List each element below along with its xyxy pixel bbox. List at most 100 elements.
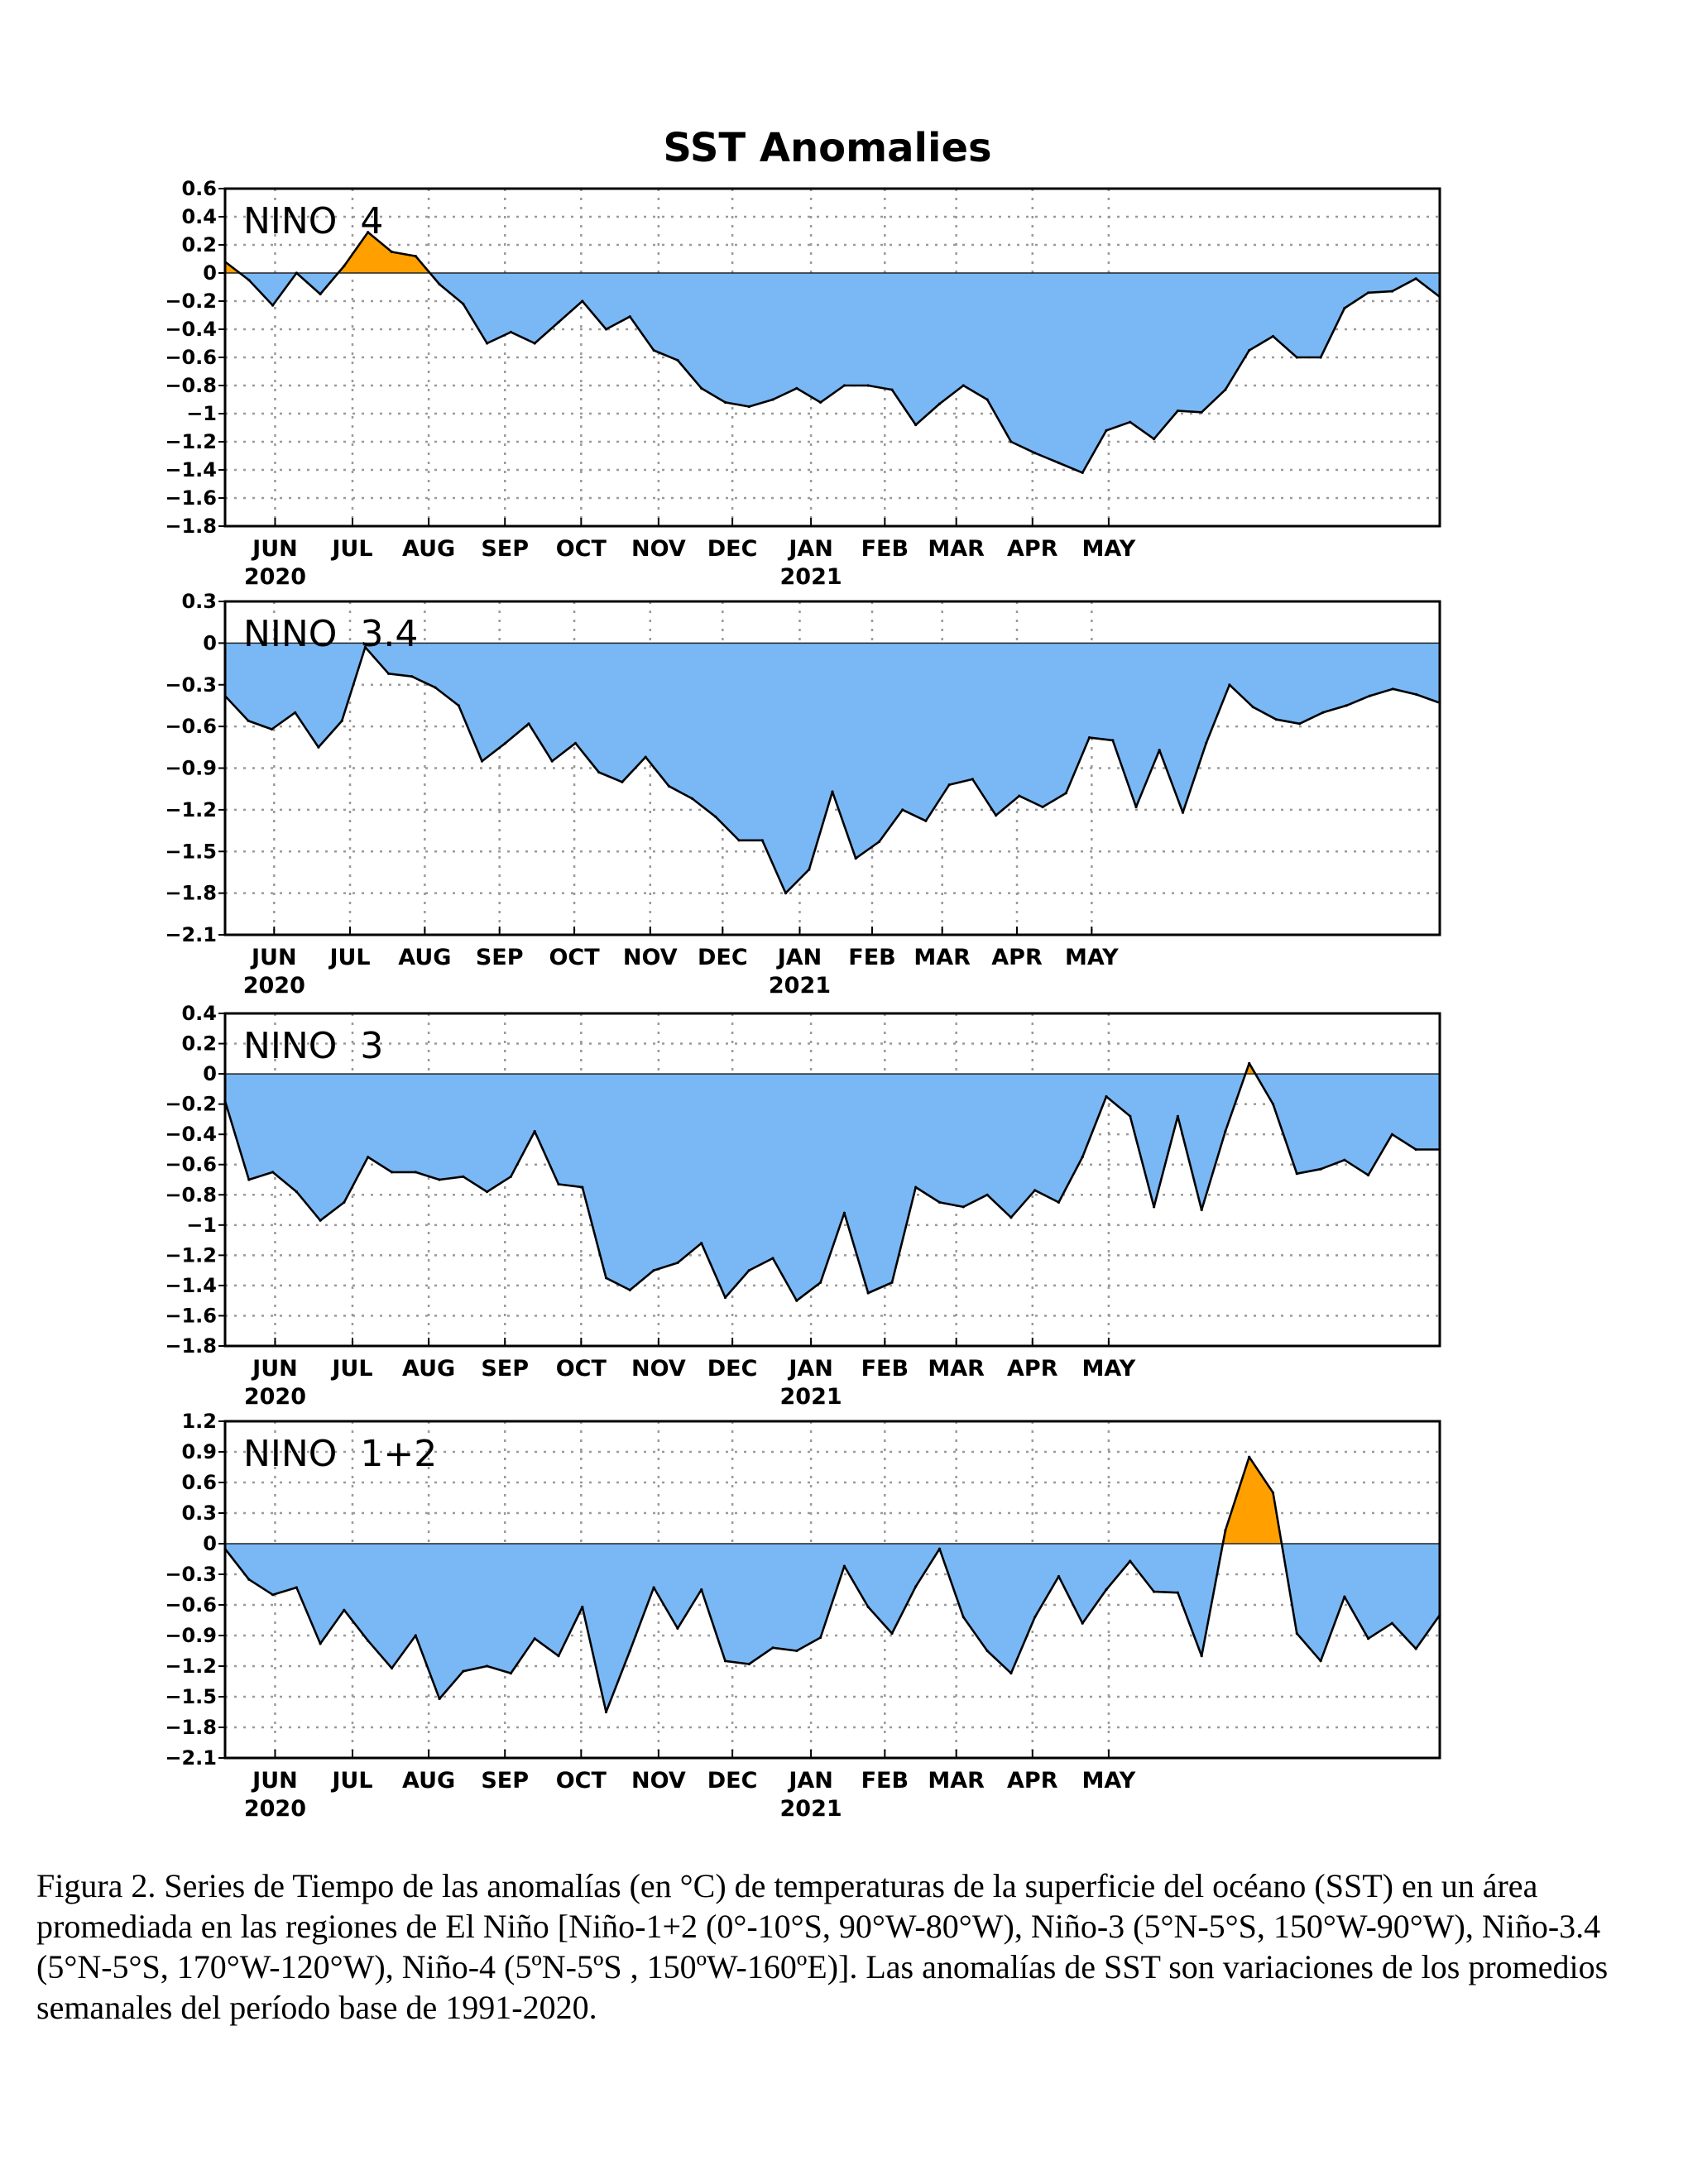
data-point (747, 405, 750, 409)
data-point (1390, 1621, 1393, 1625)
y-tick-label: −1.2 (165, 798, 217, 821)
anomaly-series-line (225, 1455, 1440, 1713)
x-tick-label: MAR (928, 1356, 985, 1382)
data-point (628, 1288, 631, 1291)
data-point (877, 840, 881, 844)
data-point (509, 1175, 513, 1178)
data-point (700, 1242, 703, 1245)
data-point (557, 1182, 560, 1186)
data-point (914, 1585, 918, 1588)
data-point (866, 1605, 870, 1609)
data-point (1081, 471, 1084, 475)
y-tick-label: 0.3 (181, 1502, 217, 1525)
data-point (343, 264, 346, 268)
data-point (995, 814, 998, 817)
x-tick-label: DEC (707, 536, 758, 562)
x-year-label: 2020 (244, 1796, 306, 1820)
data-point (723, 1296, 727, 1300)
x-tick-label: MAR (928, 536, 985, 562)
x-tick-label: OCT (556, 1356, 607, 1382)
data-point (1105, 1588, 1108, 1592)
data-point (390, 250, 394, 254)
y-tick-label: 0.9 (181, 1440, 217, 1463)
data-point (390, 1666, 394, 1670)
y-tick-label: −0.9 (165, 1624, 217, 1647)
y-tick-label: 0 (203, 1062, 217, 1085)
data-point (914, 423, 918, 427)
data-point (390, 1171, 394, 1174)
data-point (914, 1185, 918, 1189)
data-point (1081, 1156, 1084, 1159)
data-point (1251, 706, 1254, 709)
data-point (295, 271, 298, 275)
data-point (527, 722, 530, 726)
figure-caption: Figura 2. Series de Tiempo de las anomal… (36, 1867, 1609, 2026)
data-point (938, 1547, 942, 1550)
x-tick-label: NOV (631, 536, 686, 562)
region-label-nino-3: NINO 3 (243, 1025, 383, 1067)
y-tick-label: 0.4 (181, 205, 217, 228)
y-tick-label: −1 (186, 402, 217, 425)
y-tick-label: 0.2 (181, 1032, 217, 1056)
data-point (890, 1281, 894, 1284)
data-point (1111, 739, 1115, 742)
y-tick-label: −0.6 (165, 1153, 217, 1176)
nino-4-panel: 0.6 0.4 0.2 0 −0.2 −0.4 −0.6 −0.8 −1 −1.2 −1.4 −1.6… (165, 177, 1441, 590)
data-point (938, 402, 942, 405)
data-point (961, 1616, 965, 1619)
y-tick-label: −2.1 (165, 923, 217, 946)
x-tick-label: AUG (398, 945, 451, 970)
data-point (1200, 1208, 1203, 1212)
y-tick-label: 0.6 (181, 177, 217, 200)
data-point (557, 1655, 560, 1658)
data-point (533, 1637, 536, 1640)
data-point (947, 783, 951, 787)
data-point (1295, 1631, 1298, 1636)
plot-frame (223, 1420, 1441, 1760)
data-point (1274, 718, 1278, 721)
y-tick-label: −1.4 (165, 1274, 217, 1297)
data-point (1367, 1637, 1370, 1640)
data-point (317, 745, 320, 749)
data-point (414, 1634, 417, 1637)
data-points (223, 231, 1441, 475)
data-point (271, 1171, 275, 1174)
data-point (628, 315, 631, 318)
x-tick-label: MAY (1082, 1768, 1136, 1794)
x-tick-label: OCT (556, 536, 607, 562)
data-point (410, 675, 414, 678)
data-point (319, 1219, 322, 1222)
x-tick-label: FEB (861, 536, 909, 562)
data-point (1271, 1491, 1275, 1494)
data-point (1224, 1529, 1227, 1532)
data-point (1414, 1147, 1417, 1152)
x-tick-label: JUN (250, 945, 297, 970)
y-tick-label: −0.4 (165, 318, 217, 341)
x-tick-label: JUL (328, 945, 370, 970)
nino-3-4-panel: 0.3 0 −0.3 −0.6 −0.9 −1.2 −1.5 −1.8 −2.1 JUN JUL AU… (165, 590, 1441, 999)
data-point (414, 255, 417, 258)
data-point (1298, 722, 1302, 726)
data-point (387, 672, 391, 675)
y-tick-label: 1.2 (181, 1410, 217, 1433)
x-tick-label: OCT (556, 1768, 607, 1794)
data-point (319, 292, 322, 296)
x-year-label: 2021 (780, 564, 842, 590)
data-point (486, 1190, 489, 1194)
data-point (644, 755, 647, 759)
x-tick-label: MAY (1082, 1356, 1136, 1382)
data-point (1018, 794, 1021, 797)
x-tick-label: APR (991, 945, 1043, 970)
data-point (1295, 356, 1298, 359)
x-tick-label: APR (1007, 536, 1058, 562)
data-point (581, 1185, 584, 1189)
figure-title: SST Anomalies (663, 125, 991, 171)
data-point (581, 1605, 584, 1609)
y-tick-label: 0 (203, 261, 217, 285)
data-point (414, 1171, 417, 1174)
y-tick-label: 0.2 (181, 233, 217, 256)
x-year-label: 2020 (244, 1384, 306, 1410)
data-point (1129, 1114, 1132, 1118)
data-point (1200, 410, 1203, 414)
data-point (1248, 1061, 1251, 1065)
